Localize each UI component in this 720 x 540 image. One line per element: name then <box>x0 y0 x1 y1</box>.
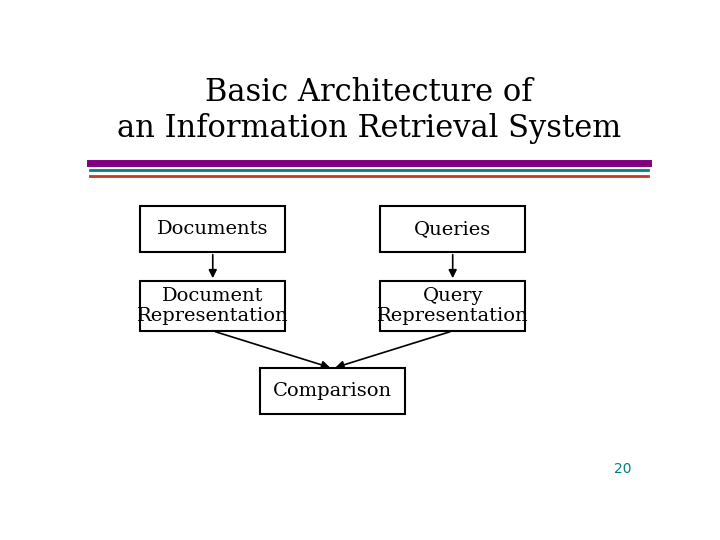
Text: Query
Representation: Query Representation <box>377 287 528 326</box>
Text: Document
Representation: Document Representation <box>137 287 289 326</box>
FancyBboxPatch shape <box>380 206 526 252</box>
Text: 20: 20 <box>613 462 631 476</box>
Text: Basic Architecture of
an Information Retrieval System: Basic Architecture of an Information Ret… <box>117 77 621 144</box>
FancyBboxPatch shape <box>140 281 285 331</box>
FancyBboxPatch shape <box>140 206 285 252</box>
Text: Comparison: Comparison <box>273 382 392 400</box>
FancyBboxPatch shape <box>380 281 526 331</box>
Text: Queries: Queries <box>414 220 491 238</box>
Text: Documents: Documents <box>157 220 269 238</box>
FancyBboxPatch shape <box>260 368 405 414</box>
